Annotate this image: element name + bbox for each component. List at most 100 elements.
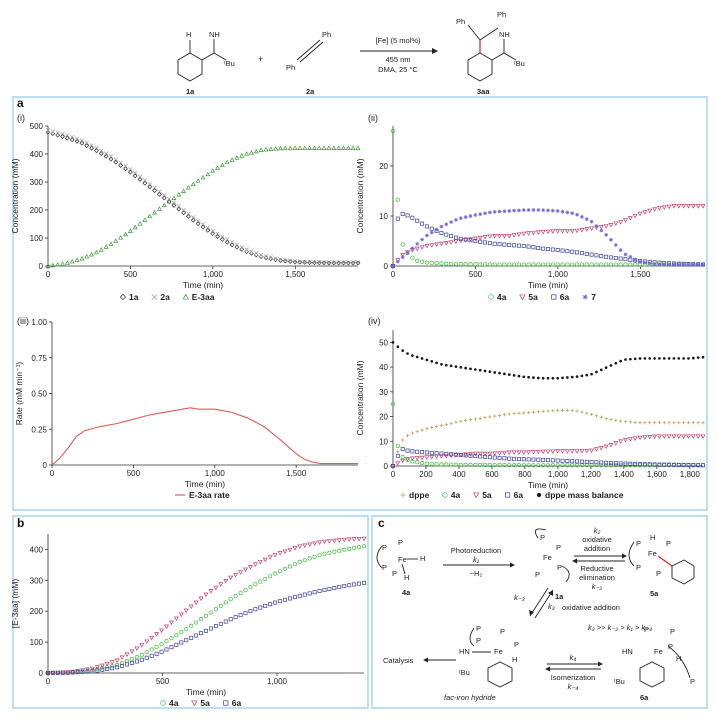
y-tick-label: 0 (384, 462, 389, 471)
series-5a (390, 434, 706, 469)
label-1a: 1a (186, 87, 195, 96)
data-point (405, 448, 410, 453)
data-point (541, 463, 546, 468)
data-point (667, 262, 671, 267)
data-point (614, 418, 618, 422)
legend-swatch (505, 492, 511, 498)
data-point (287, 564, 292, 569)
y-tick-label: 0 (384, 262, 389, 271)
data-point (564, 449, 570, 454)
data-point (396, 345, 400, 349)
data-point (132, 224, 138, 230)
data-point (312, 260, 317, 266)
data-point (584, 217, 589, 222)
data-point (69, 258, 75, 264)
data-point (127, 169, 133, 175)
data-point (55, 130, 60, 135)
data-point (603, 224, 609, 229)
data-point (701, 355, 705, 359)
data-point (168, 620, 174, 626)
data-point (224, 239, 230, 245)
data-point (203, 613, 209, 618)
data-point (220, 234, 225, 239)
data-point (482, 451, 488, 457)
data-point (429, 243, 435, 248)
data-point (189, 635, 194, 640)
data-point (473, 239, 478, 243)
data-point (511, 450, 517, 456)
p-atom: P (500, 627, 505, 636)
data-point (633, 262, 638, 267)
data-point (414, 456, 420, 461)
data-point (473, 262, 478, 267)
data-point (585, 373, 589, 377)
data-point (193, 600, 199, 606)
data-point (589, 463, 594, 468)
data-point (351, 537, 357, 542)
legend: 1a 2a E-3aa (119, 292, 215, 302)
chart-a-ii: 0 500 1,000 1,500 0 10 20 Time (min) Concentrati… (355, 126, 706, 302)
data-point (312, 541, 318, 546)
data-point (171, 195, 177, 200)
data-point (667, 421, 671, 425)
p-atom: P (666, 539, 671, 548)
y-tick-label: 0.50 (31, 390, 47, 399)
y-tick-label: 100 (30, 638, 44, 647)
y-tick-label: 400 (30, 150, 44, 159)
data-point (415, 258, 420, 263)
data-point (652, 207, 658, 212)
data-point (459, 419, 463, 423)
data-point (691, 263, 696, 267)
catalysis-label: Catalysis (383, 656, 414, 665)
data-point (347, 546, 352, 551)
data-point (317, 553, 322, 558)
data-point (613, 262, 618, 267)
legend-label: 4a (451, 490, 461, 500)
data-point (361, 544, 367, 549)
data-point (46, 671, 50, 675)
legend-label: 4a (497, 292, 507, 302)
data-point (488, 415, 492, 419)
legend-label: 7 (591, 292, 596, 302)
p-atom: P (636, 539, 641, 548)
legend-label: 2a (160, 292, 170, 302)
complex-6a: Fe P P P P H HN ᵗBu 6a (614, 625, 695, 702)
data-point (535, 230, 541, 235)
data-point (189, 623, 194, 628)
data-point (233, 615, 238, 620)
data-point (297, 259, 303, 265)
y-tick-label: 100 (30, 234, 44, 243)
data-point (628, 357, 632, 361)
data-point (292, 562, 297, 567)
data-point (565, 459, 570, 463)
mechanism: Fe P P P P H H 4a Photoreduction k₁ −H₂ … (376, 526, 695, 702)
data-point (253, 148, 259, 154)
data-point (671, 204, 677, 209)
p-atom: P (668, 642, 673, 651)
km3-arrow (534, 589, 554, 619)
data-point (152, 209, 158, 215)
h-atom: H (512, 655, 517, 664)
data-point (316, 260, 322, 266)
data-point (332, 549, 337, 554)
data-point (497, 413, 502, 418)
legend-label: 1a (129, 292, 139, 302)
x-tick-label: 500 (469, 270, 483, 279)
series-7 (391, 208, 705, 268)
data-point (355, 260, 361, 265)
data-point (661, 434, 667, 439)
data-point (410, 449, 415, 454)
data-point (144, 650, 149, 655)
data-point (584, 251, 589, 256)
data-point (478, 454, 483, 459)
data-point (185, 185, 191, 190)
data-point (492, 462, 497, 468)
data-point (405, 250, 410, 255)
data-point (124, 659, 130, 664)
data-point (599, 368, 603, 372)
data-point (672, 421, 676, 425)
data-point (638, 462, 642, 466)
data-point (164, 639, 169, 644)
rate-order-label: k₃ >> k₋₂ > k₁ > k₋₄ (588, 623, 652, 632)
data-point (545, 229, 551, 235)
